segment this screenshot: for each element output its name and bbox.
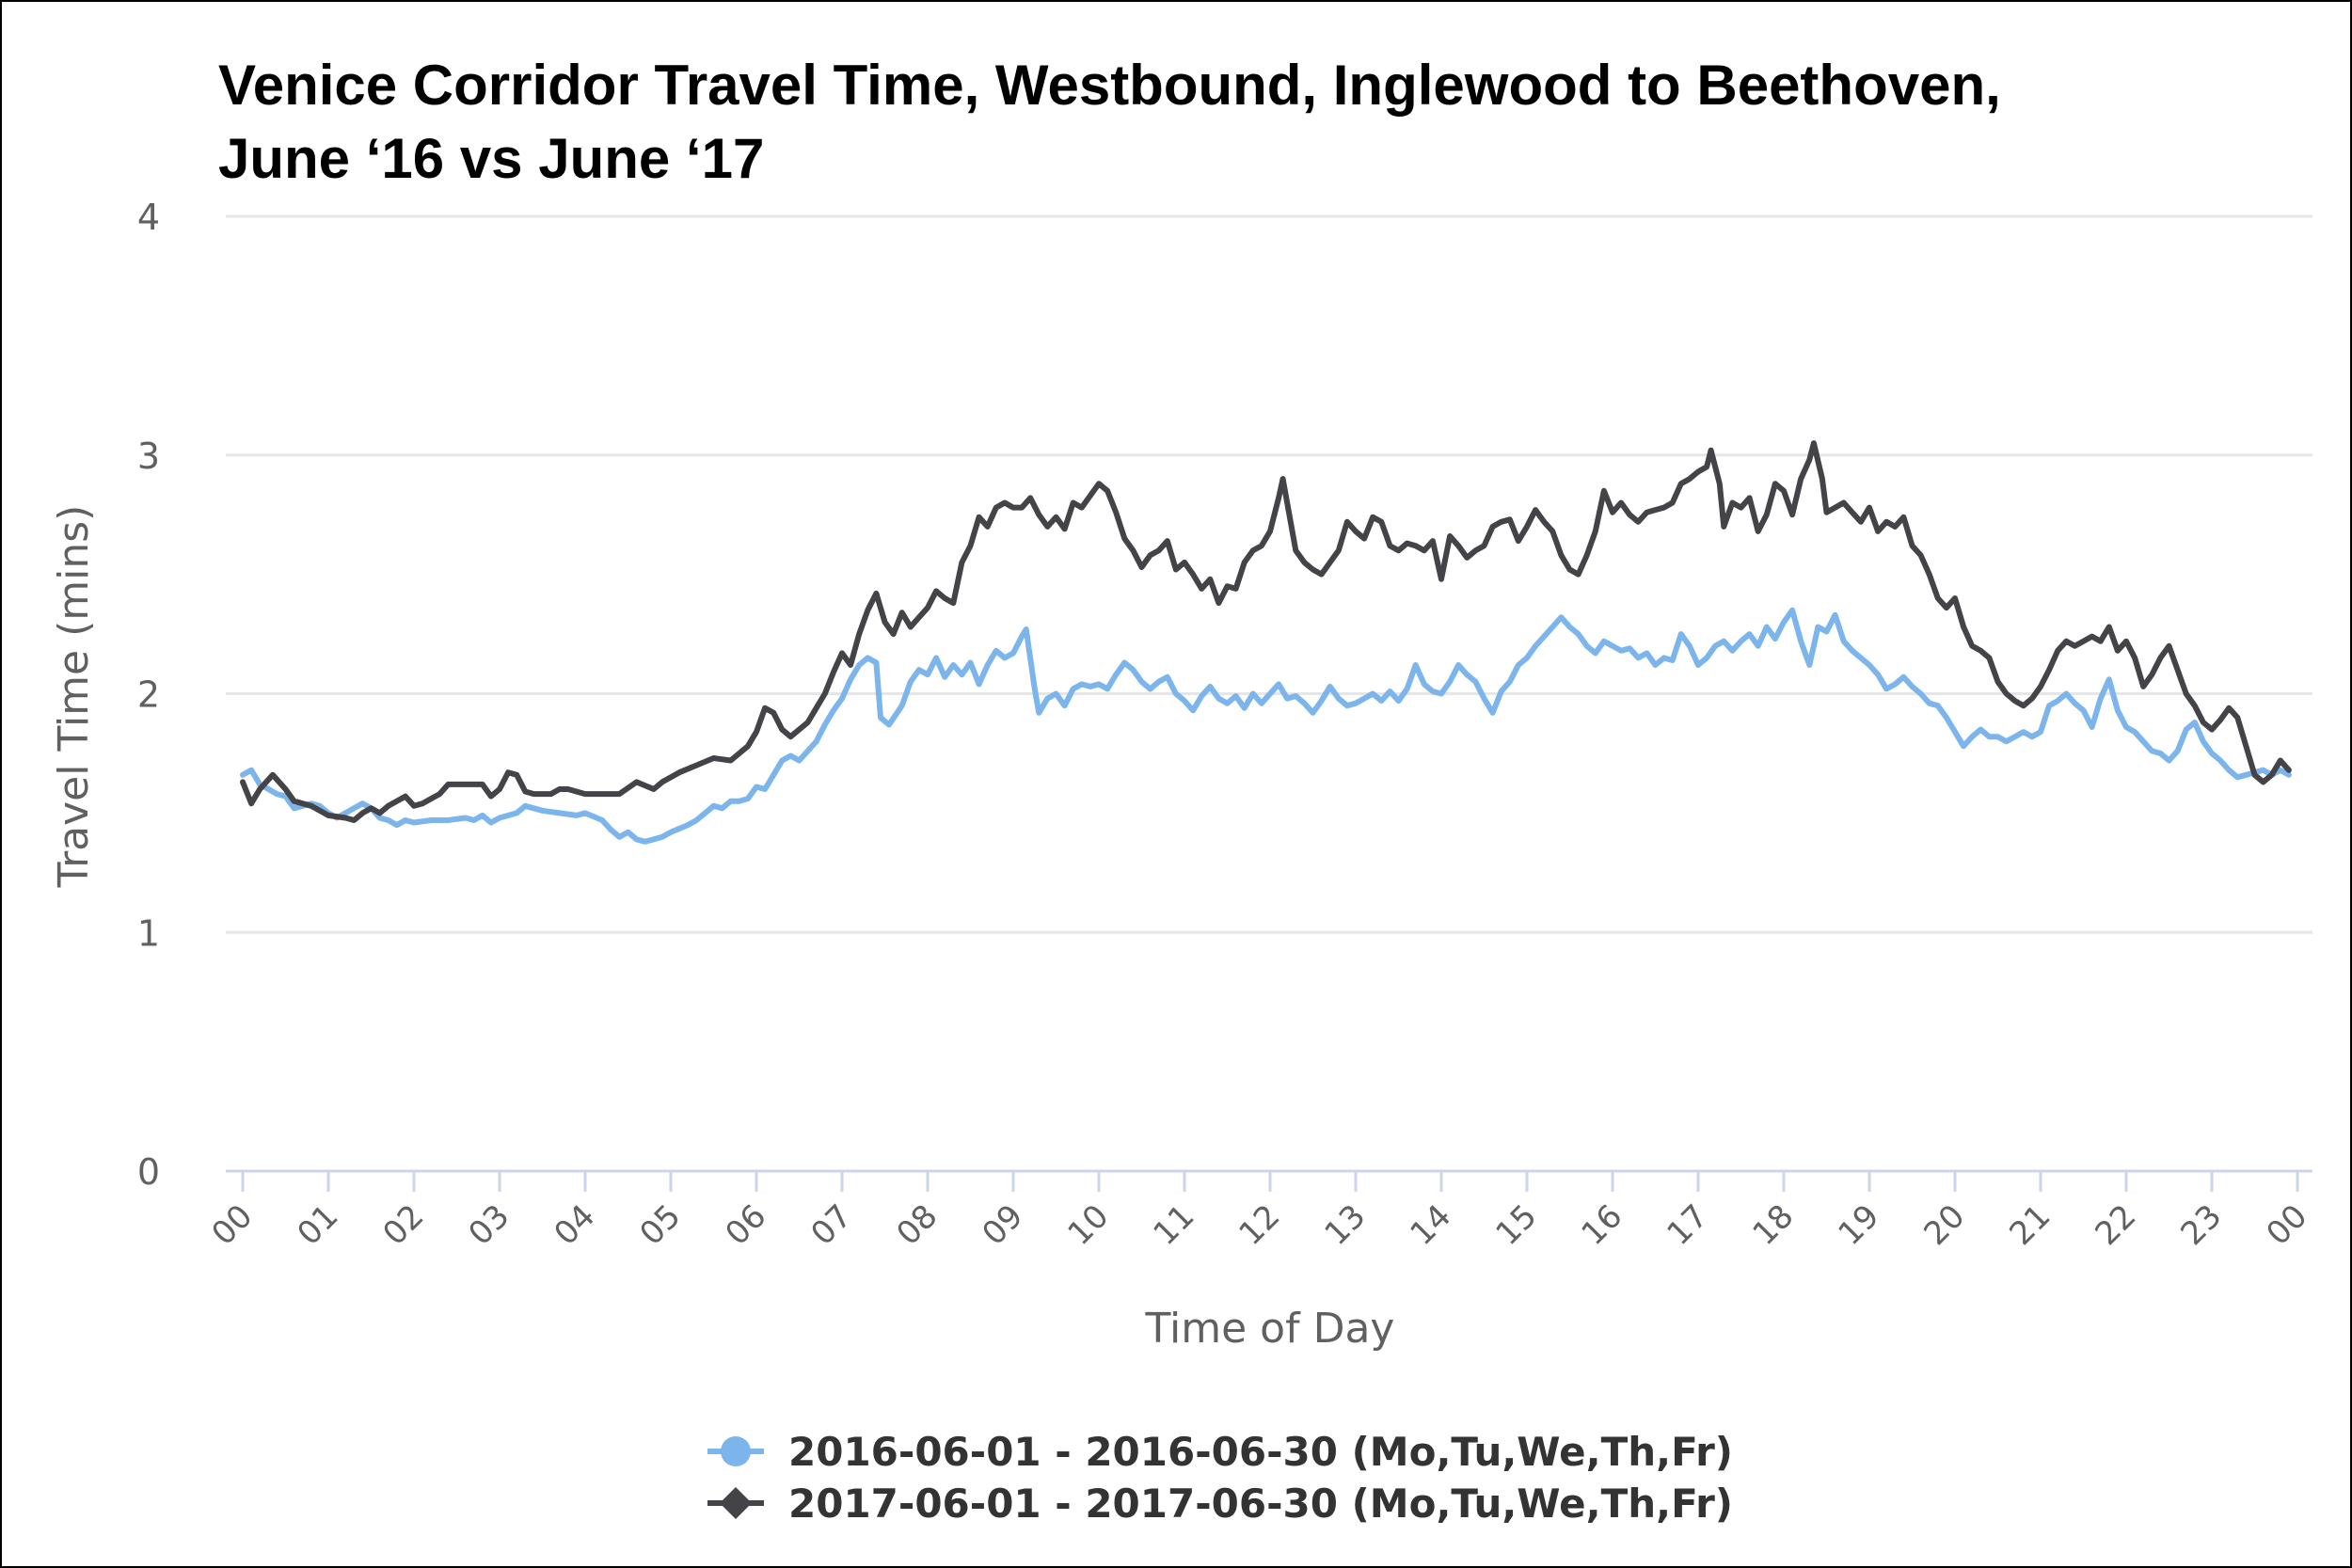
y-tick-label: 2 (137, 674, 160, 716)
x-tick-label: 10 (1060, 1197, 1116, 1253)
x-axis-ticks: 00 01 02 03 04 05 06 07 08 09 10 11 12 13 14 15 16 17 18 19… (204, 1171, 2314, 1253)
x-axis-title: Time of Day (1145, 1305, 1395, 1353)
series-line-2[interactable] (240, 440, 2292, 823)
x-tick-label: 22 (2088, 1197, 2143, 1253)
chart-title: Venice Corridor Travel Time, Westbound, … (218, 49, 2001, 196)
x-tick-label: 12 (1232, 1197, 1287, 1253)
y-gridlines (226, 214, 2312, 934)
x-tick-label: 03 (461, 1197, 516, 1253)
x-tick-label: 21 (2002, 1197, 2058, 1253)
x-tick-label: 17 (1660, 1197, 1715, 1253)
x-tick-label: 02 (375, 1197, 431, 1253)
x-tick-label: 09 (975, 1197, 1030, 1253)
x-tick-label: 18 (1745, 1197, 1801, 1253)
series-line-1[interactable] (240, 607, 2292, 845)
series-layer (240, 440, 2292, 845)
chart-title-line-2: June ‘16 vs June ‘17 (218, 127, 765, 190)
y-axis-ticks: 0 1 2 3 4 (137, 197, 160, 1193)
chart-title-line-1: Venice Corridor Travel Time, Westbound, … (218, 54, 2001, 117)
x-tick-label: 06 (718, 1197, 773, 1253)
legend-label: 2016-06-01 - 2016-06-30 (Mo,Tu,We,Th,Fr) (788, 1429, 1733, 1475)
x-tick-label: 23 (2173, 1197, 2229, 1253)
y-tick-label: 0 (137, 1151, 160, 1193)
legend-label: 2017-06-01 - 2017-06-30 (Mo,Tu,We,Th,Fr) (788, 1481, 1733, 1527)
legend-item-2[interactable]: 2017-06-01 - 2017-06-30 (Mo,Tu,We,Th,Fr) (707, 1481, 1733, 1527)
x-tick-label: 00 (204, 1197, 260, 1253)
x-tick-label: 14 (1403, 1197, 1458, 1253)
y-tick-label: 1 (137, 912, 160, 954)
x-tick-label: 05 (632, 1197, 688, 1253)
legend-item-1[interactable]: 2016-06-01 - 2016-06-30 (Mo,Tu,We,Th,Fr) (707, 1429, 1733, 1475)
x-tick-label: 00 (2259, 1197, 2314, 1253)
legend: 2016-06-01 - 2016-06-30 (Mo,Tu,We,Th,Fr)… (707, 1429, 1733, 1527)
x-tick-label: 07 (803, 1197, 859, 1253)
y-axis-title: Travel Time (mins) (50, 505, 98, 889)
x-tick-label: 20 (1916, 1197, 1972, 1253)
x-tick-label: 13 (1317, 1197, 1373, 1253)
y-tick-label: 4 (137, 197, 160, 238)
legend-diamond-marker (720, 1487, 752, 1519)
x-tick-label: 04 (547, 1197, 602, 1253)
x-tick-label: 16 (1574, 1197, 1629, 1253)
x-tick-label: 01 (290, 1197, 345, 1253)
x-tick-label: 15 (1488, 1197, 1544, 1253)
x-tick-label: 19 (1831, 1197, 1886, 1253)
x-tick-label: 08 (889, 1197, 945, 1253)
x-tick-label: 11 (1146, 1197, 1201, 1253)
legend-circle-marker (721, 1436, 751, 1466)
y-tick-label: 3 (137, 436, 160, 477)
